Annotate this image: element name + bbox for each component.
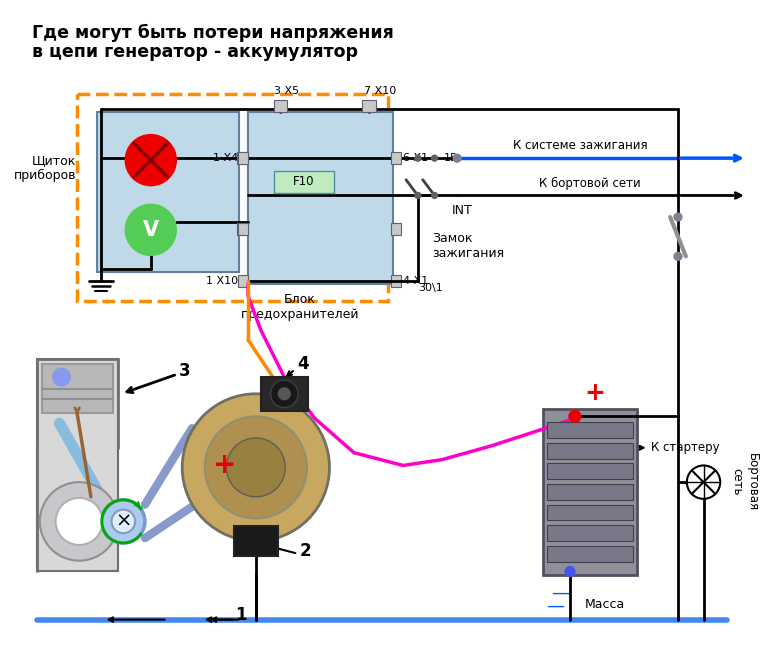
Text: 6 Х1: 6 Х1 [403,153,428,163]
Circle shape [53,369,70,386]
Bar [261,377,308,411]
Text: 3: 3 [180,362,191,380]
Text: 7 Х10: 7 Х10 [364,86,396,97]
Text: Где могут быть потери напряжения: Где могут быть потери напряжения [32,24,393,42]
Text: Щиток
приборов: Щиток приборов [14,154,76,182]
Bar [42,365,113,413]
Bar [37,359,119,570]
Circle shape [126,135,177,186]
Text: 15: 15 [444,153,457,163]
Text: INT: INT [452,204,473,217]
Bar [273,101,287,112]
Bar [547,505,633,520]
Circle shape [126,204,177,256]
Circle shape [415,155,421,161]
Bar [547,546,633,562]
Circle shape [431,193,438,198]
Circle shape [453,154,461,162]
Circle shape [279,388,290,399]
Circle shape [687,465,720,499]
Bar [237,223,247,235]
Text: 1 Х10: 1 Х10 [206,276,238,286]
Text: Замок
зажигания: Замок зажигания [432,232,505,260]
Text: +: + [213,451,236,480]
Text: К системе зажигания: К системе зажигания [512,139,647,152]
Text: 1 Х4: 1 Х4 [213,153,238,163]
Text: V: V [143,220,159,240]
Circle shape [431,155,438,161]
Bar [238,152,248,164]
Text: Масса: Масса [584,599,625,612]
Circle shape [674,213,682,221]
Text: в цепи генератор - аккумулятор: в цепи генератор - аккумулятор [32,43,358,61]
Text: 30\1: 30\1 [418,283,443,293]
Text: +: + [584,380,605,405]
Circle shape [415,193,421,198]
Circle shape [271,380,298,407]
Bar [391,223,401,235]
Circle shape [112,510,135,533]
Circle shape [102,500,145,543]
Text: 2: 2 [300,542,312,560]
Text: 4 Х1: 4 Х1 [403,276,428,286]
Circle shape [674,252,682,260]
Circle shape [226,438,285,497]
Text: ×: × [115,512,132,531]
Text: 1: 1 [235,606,247,623]
Text: Блок
предохранителей: Блок предохранителей [240,292,359,321]
Text: К стартеру: К стартеру [651,442,720,454]
Text: —: — [551,584,569,602]
Polygon shape [37,448,119,570]
Text: 4: 4 [297,355,309,373]
Circle shape [569,411,581,422]
Bar [97,112,239,272]
Text: Бортовая
сеть: Бортовая сеть [731,453,759,511]
Bar [238,275,248,286]
Bar [248,112,393,284]
Bar [547,443,633,459]
Circle shape [40,482,119,560]
Bar [547,422,633,438]
Bar [273,171,334,193]
Text: 3 Х5: 3 Х5 [273,86,298,97]
Bar [547,484,633,500]
Bar [547,463,633,479]
Text: К бортовой сети: К бортовой сети [539,177,641,190]
Circle shape [565,566,575,576]
Bar [543,409,637,576]
Bar [391,275,401,286]
Bar [391,152,401,164]
Circle shape [56,498,103,545]
Text: —: — [546,597,564,615]
Bar [238,223,248,235]
Bar [237,152,247,164]
Circle shape [205,417,307,518]
Bar [547,526,633,541]
Text: F10: F10 [293,175,315,188]
Bar [362,101,376,112]
Bar [234,526,279,556]
Circle shape [182,394,330,541]
